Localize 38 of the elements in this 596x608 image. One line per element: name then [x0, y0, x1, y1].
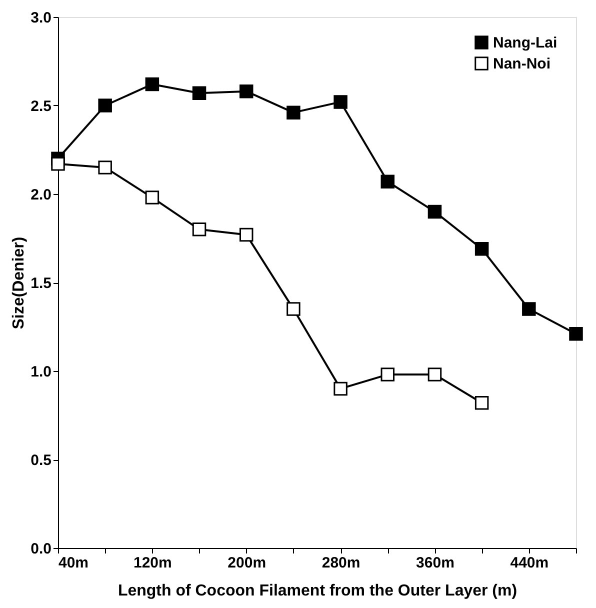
point: [145, 77, 160, 92]
point: [334, 95, 348, 109]
point: [474, 242, 489, 256]
y-tick-label: 1.5: [30, 275, 52, 292]
y-tick-label: 1.0: [30, 364, 52, 380]
point: [380, 368, 395, 382]
point: [51, 157, 65, 171]
x-tick-label: 120m: [133, 554, 172, 572]
point: [98, 160, 112, 174]
point: [334, 382, 348, 396]
y-tick-label: 0.0: [30, 540, 52, 558]
point: [286, 106, 300, 120]
y-axis-title: Size(Denier): [10, 236, 28, 330]
point: [145, 190, 160, 204]
point: [286, 302, 300, 316]
y-tick-label: 2.5: [30, 98, 52, 115]
point: [380, 174, 395, 188]
x-tick-label: 40m: [58, 554, 89, 572]
x-tick-label: 360m: [416, 554, 454, 572]
point: [98, 98, 112, 112]
y-tick-label: 2.0: [30, 186, 52, 204]
point: [474, 396, 489, 410]
legend-label: Nan-Noi: [493, 56, 550, 72]
point: [239, 228, 254, 242]
legend-label: Nang-Lai: [493, 34, 558, 52]
point: [428, 204, 442, 219]
x-tick-label: 280m: [322, 554, 360, 572]
point: [428, 368, 442, 382]
point: [192, 86, 206, 100]
x-axis-title: Length of Cocoon Filament from the Outer Layer (m): [118, 582, 518, 600]
point: [239, 84, 254, 98]
x-tick-label: 200m: [228, 554, 266, 572]
point: [569, 326, 583, 341]
y-tick-label: 0.5: [30, 452, 52, 469]
point: [522, 302, 536, 316]
point: [192, 222, 206, 236]
x-tick-label: 440m: [510, 554, 549, 572]
y-tick-label: 3.0: [30, 10, 52, 26]
